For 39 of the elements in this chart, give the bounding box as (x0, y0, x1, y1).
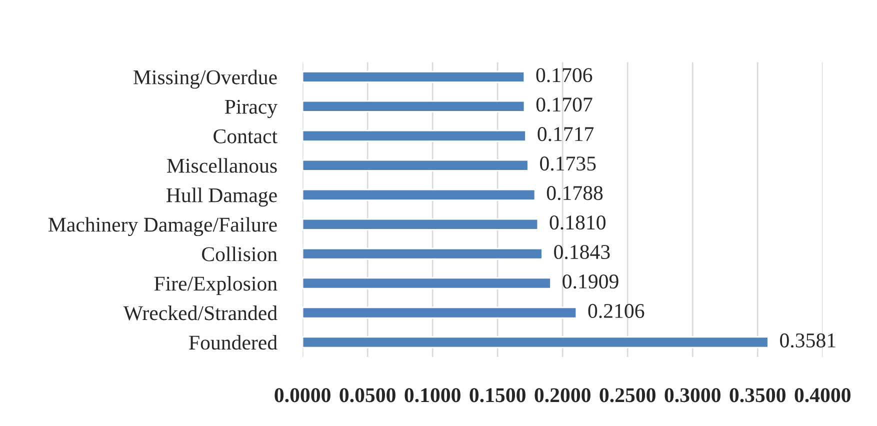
x-tick-label: 0.2000 (534, 388, 590, 402)
data-label: 0.1706 (536, 68, 592, 82)
data-label: 0.1735 (540, 156, 596, 171)
bar (302, 248, 543, 260)
y-tick-label: Collision (202, 246, 278, 262)
x-tick-label: 0.3500 (730, 388, 786, 402)
x-tick-label: 0.2500 (600, 388, 656, 402)
x-tick-label: 0.1500 (470, 388, 526, 402)
data-label: 0.1909 (562, 274, 618, 289)
bar (302, 277, 552, 290)
data-label: 0.2106 (588, 304, 644, 318)
y-tick-label: Piracy (224, 100, 278, 118)
y-tick-label: Fire/Explosion (154, 276, 278, 295)
x-tick-label: 0.3000 (664, 388, 720, 402)
y-tick-label: Contact (214, 129, 278, 144)
data-label: 0.1810 (550, 215, 606, 230)
bar (302, 306, 578, 319)
y-tick-label: Miscellanous (167, 158, 277, 173)
data-label: 0.1788 (546, 186, 603, 200)
y-tick-label: Wrecked/Stranded (123, 306, 278, 320)
bar (302, 159, 529, 172)
bar (302, 70, 526, 83)
x-tick-label: 0.0000 (274, 388, 330, 402)
y-tick-label: Foundered (189, 335, 278, 350)
bar (302, 130, 526, 142)
y-tick-label: Missing/Overdue (133, 70, 277, 89)
x-tick-label: 0.4000 (794, 388, 850, 402)
bar (302, 188, 536, 201)
data-label: 0.1843 (554, 244, 610, 260)
data-label: 0.3581 (780, 333, 836, 348)
y-tick-label: Machinery Damage/Failure (48, 217, 277, 236)
bar (302, 100, 526, 112)
data-label: 0.1707 (536, 98, 592, 112)
y-tick-label: Hull Damage (166, 188, 277, 207)
data-label: 0.1717 (538, 127, 594, 142)
x-tick-label: 0.1000 (404, 388, 460, 402)
bar (302, 336, 769, 348)
bar (302, 218, 539, 230)
x-tick-label: 0.0500 (340, 388, 396, 402)
